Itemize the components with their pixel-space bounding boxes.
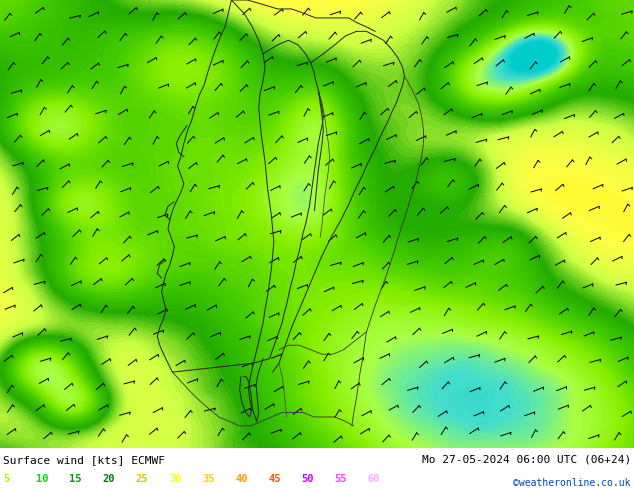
Text: ©weatheronline.co.uk: ©weatheronline.co.uk bbox=[514, 478, 631, 488]
Text: 55: 55 bbox=[335, 474, 347, 484]
Text: Mo 27-05-2024 06:00 UTC (06+24): Mo 27-05-2024 06:00 UTC (06+24) bbox=[422, 455, 631, 465]
Text: 20: 20 bbox=[103, 474, 115, 484]
Text: 10: 10 bbox=[36, 474, 49, 484]
Text: 45: 45 bbox=[268, 474, 281, 484]
Text: 5: 5 bbox=[3, 474, 10, 484]
Text: 25: 25 bbox=[136, 474, 148, 484]
Text: 15: 15 bbox=[70, 474, 82, 484]
Text: 35: 35 bbox=[202, 474, 214, 484]
Text: 50: 50 bbox=[301, 474, 314, 484]
Text: 40: 40 bbox=[235, 474, 248, 484]
Text: Surface wind [kts] ECMWF: Surface wind [kts] ECMWF bbox=[3, 455, 165, 465]
Text: 60: 60 bbox=[368, 474, 380, 484]
Text: 30: 30 bbox=[169, 474, 181, 484]
